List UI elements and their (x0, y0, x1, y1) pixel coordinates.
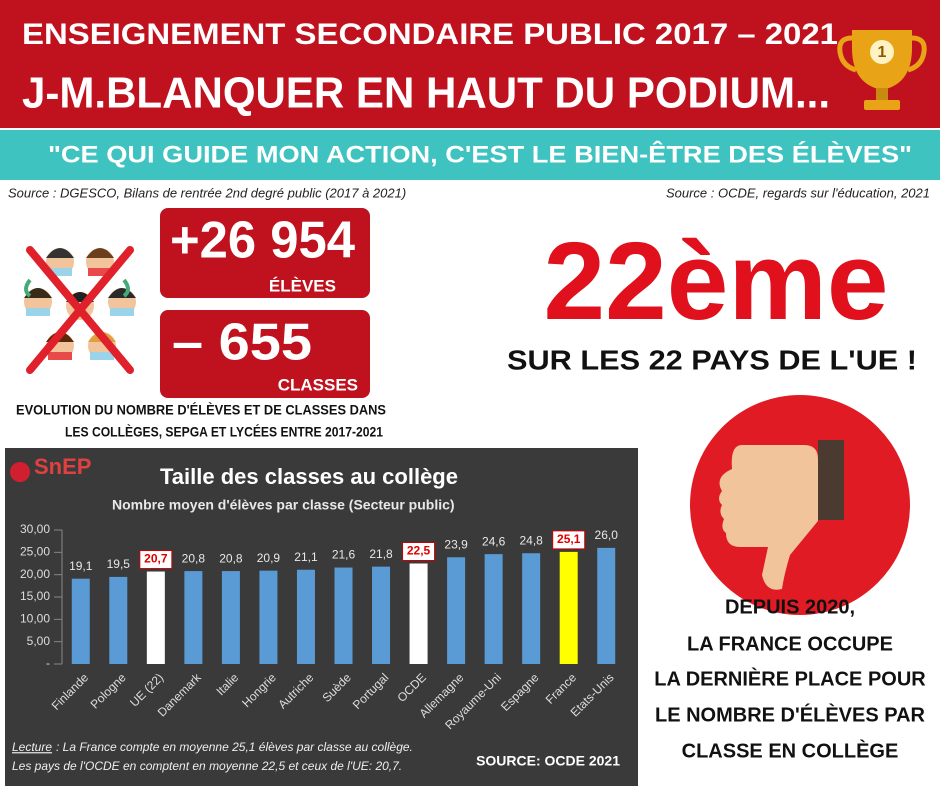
chart-logo: SnEP (10, 454, 91, 482)
y-tick-label: 25,00 (20, 545, 50, 559)
caption-line: LES COLLÈGES, SEPGA ET LYCÉES ENTRE 2017… (65, 424, 383, 440)
value-label-box (139, 550, 173, 570)
value-label-box (402, 542, 436, 561)
bar (334, 567, 353, 664)
note-line: Les pays de l'OCDE en comptent en moyenn… (12, 759, 402, 773)
value-label: 20,7 (144, 552, 168, 566)
value-label: 19,5 (107, 557, 131, 571)
value-label: 21,1 (294, 550, 318, 564)
value-label: 24,6 (482, 534, 506, 548)
header-band (0, 0, 940, 128)
classes-box (160, 310, 370, 398)
note-line: : La France compte en moyenne 25,1 élève… (56, 740, 413, 754)
rank-value: 22ème (544, 220, 889, 343)
value-label: 20,8 (182, 551, 206, 565)
value-label: 26,0 (595, 528, 619, 542)
logo-text: SnEP (34, 454, 91, 479)
value-label: 21,8 (369, 547, 393, 561)
y-tick-label: 15,00 (20, 589, 50, 603)
students-value: +26 954 (170, 212, 355, 270)
value-label: 25,1 (557, 532, 581, 546)
students-box (160, 208, 370, 298)
conclusion-line: LA DERNIÈRE PLACE POUR (654, 667, 926, 690)
bar (559, 551, 578, 664)
y-tick-label: 5,00 (27, 634, 51, 648)
y-tick-label: 30,00 (20, 522, 50, 536)
quote: "CE QUI GUIDE MON ACTION, C'EST LE BIEN-… (48, 140, 912, 168)
caption-line: EVOLUTION DU NOMBRE D'ÉLÈVES ET DE CLASS… (16, 402, 386, 418)
conclusion-line: DEPUIS 2020, (725, 596, 855, 618)
bar (484, 554, 503, 664)
value-label: 21,6 (332, 548, 356, 562)
value-label: 19,1 (69, 559, 93, 573)
note-label: Lecture (12, 740, 52, 754)
conclusion-line: LE NOMBRE D'ÉLÈVES PAR (655, 703, 926, 726)
bar (71, 578, 90, 664)
bar (372, 566, 391, 664)
bar (597, 547, 616, 664)
people-icon (24, 246, 136, 374)
bar (409, 563, 428, 664)
y-tick-label: 20,00 (20, 567, 50, 581)
classes-label: CLASSES (278, 375, 358, 394)
bar (522, 553, 541, 664)
conclusion-line: CLASSE EN COLLÈGE (682, 739, 899, 762)
conclusion-line: LA FRANCE OCCUPE (687, 633, 893, 655)
bar (296, 569, 315, 664)
bar (109, 576, 128, 664)
students-label: ÉLÈVES (269, 276, 336, 295)
value-label: 20,8 (219, 551, 243, 565)
quote-band (0, 130, 940, 180)
thumbs-down-icon (690, 395, 910, 615)
value-label: 20,9 (257, 551, 281, 565)
trophy-number: 1 (878, 44, 887, 61)
bar (146, 571, 165, 664)
chart-subtitle: Nombre moyen d'élèves par classe (Secteu… (112, 497, 455, 513)
value-label: 22,5 (407, 544, 431, 558)
value-label-box (552, 530, 586, 550)
bar (221, 571, 240, 664)
chart-title: Taille des classes au collège (160, 464, 458, 489)
bar (184, 571, 203, 664)
header-line1: ENSEIGNEMENT SECONDAIRE PUBLIC 2017 – 20… (22, 18, 838, 51)
y-tick-label: 10,00 (20, 612, 50, 626)
source-left: Source : DGESCO, Bilans de rentrée 2nd d… (8, 185, 406, 200)
bar (259, 570, 278, 664)
trophy-icon: 1 (837, 30, 927, 110)
source-right: Source : OCDE, regards sur l'éducation, … (666, 185, 930, 200)
classes-value: – 655 (172, 314, 312, 372)
chart-source: SOURCE: OCDE 2021 (476, 753, 620, 769)
header-line2: J-M.BLANQUER EN HAUT DU PODIUM... (22, 69, 830, 118)
rank-text: SUR LES 22 PAYS DE L'UE ! (507, 344, 917, 375)
bar (447, 557, 466, 664)
y-tick-label: - (46, 656, 50, 670)
value-label: 23,9 (444, 537, 468, 551)
value-label: 24,8 (519, 533, 543, 547)
